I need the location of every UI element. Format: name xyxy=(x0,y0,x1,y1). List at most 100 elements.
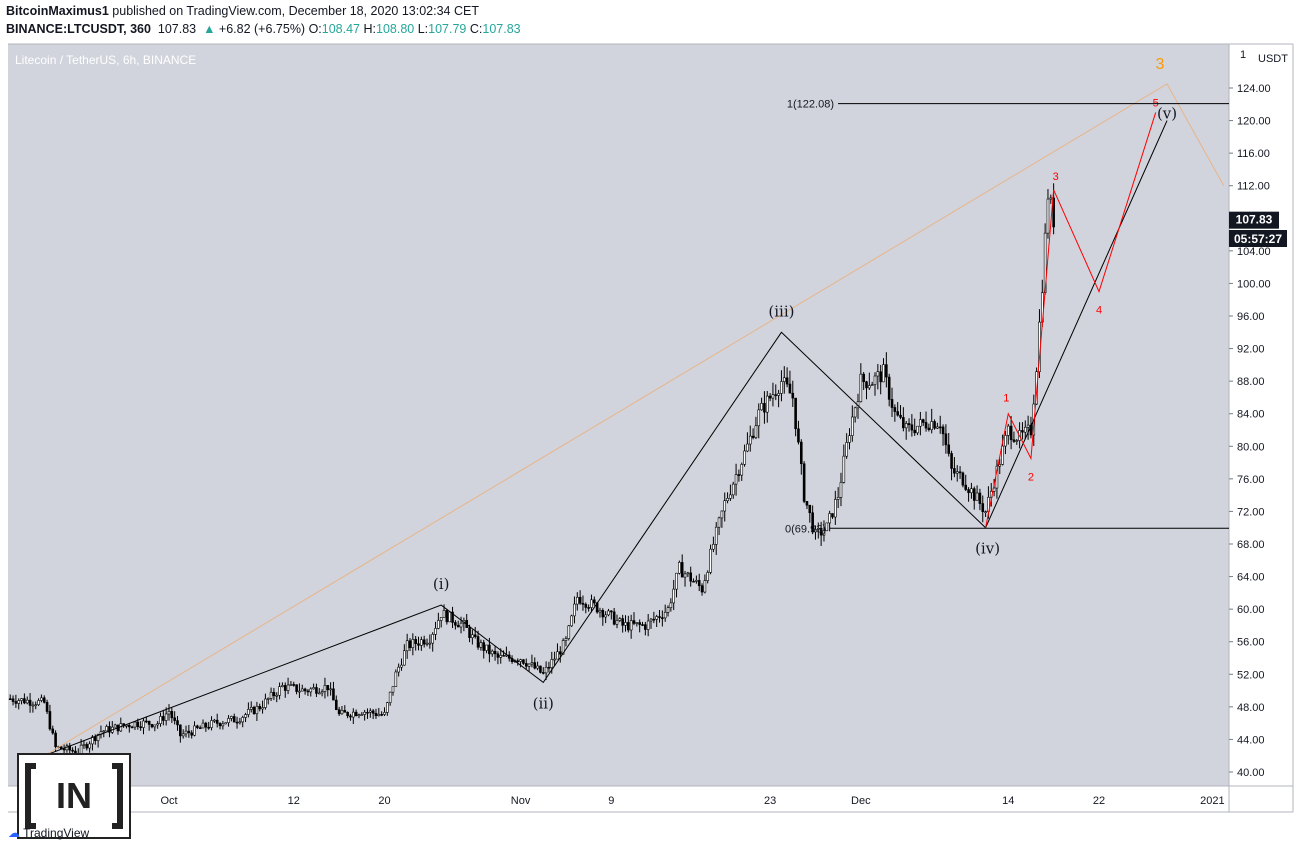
candle-body xyxy=(663,612,667,619)
candle-body xyxy=(947,444,951,454)
candle-body xyxy=(587,607,590,609)
candle-body xyxy=(533,662,537,669)
candle-body xyxy=(680,562,684,578)
symbol-label: BINANCE:LTCUSDT, 360 xyxy=(6,22,151,36)
candle-body xyxy=(661,617,664,619)
candle-body xyxy=(1021,430,1024,433)
candle-body xyxy=(445,610,449,623)
candle-body xyxy=(697,580,701,587)
y-tick-label: 120.00 xyxy=(1237,116,1271,128)
candle-body xyxy=(139,726,142,728)
candle-body xyxy=(48,711,52,730)
axis-top-label: 1 xyxy=(1240,49,1246,61)
candle-body xyxy=(964,484,968,490)
candle-body xyxy=(655,616,658,620)
candle-body xyxy=(249,707,253,710)
candle-body xyxy=(890,399,894,408)
candle-body xyxy=(802,463,806,502)
candle-body xyxy=(615,620,619,625)
close-label: C: xyxy=(469,22,483,36)
candle-body xyxy=(156,723,159,726)
candle-body xyxy=(590,599,593,608)
candle-body xyxy=(601,610,605,618)
candle-body xyxy=(315,687,318,694)
candle-body xyxy=(904,423,908,429)
candle-body xyxy=(805,501,809,506)
candle-body xyxy=(292,684,296,686)
candle-body xyxy=(712,544,715,550)
candle-body xyxy=(581,603,585,605)
candle-body xyxy=(1046,198,1050,234)
minor-wave-path xyxy=(985,112,1157,528)
candle-body xyxy=(544,666,548,674)
candle-body xyxy=(8,698,12,701)
candle-body xyxy=(1006,425,1010,436)
candle-body xyxy=(476,636,480,648)
candle-body xyxy=(102,730,106,733)
candle-body xyxy=(408,640,412,649)
candle-body xyxy=(207,726,210,729)
candle-body xyxy=(162,716,165,721)
y-tick-label: 60.00 xyxy=(1237,604,1265,616)
candle-body xyxy=(700,585,704,593)
candle-body xyxy=(930,421,934,430)
candle-body xyxy=(768,395,772,399)
candle-body xyxy=(346,712,349,717)
candle-body xyxy=(558,651,562,655)
candle-body xyxy=(751,435,755,438)
price-axis[interactable] xyxy=(1229,44,1293,786)
publish-line: BitcoinMaximus1 published on TradingView… xyxy=(6,4,479,18)
candle-body xyxy=(627,622,630,631)
candle-body xyxy=(816,527,820,530)
candle-body xyxy=(981,503,985,513)
candle-body xyxy=(388,691,392,703)
candle-body xyxy=(754,425,758,438)
candle-body xyxy=(34,704,38,707)
candle-body xyxy=(536,665,539,669)
candle-body xyxy=(179,724,182,737)
author-name[interactable]: BitcoinMaximus1 xyxy=(6,4,109,18)
candle-body xyxy=(799,441,803,465)
candle-body xyxy=(130,726,134,729)
candle-body xyxy=(28,699,32,706)
candle-body xyxy=(527,663,531,667)
candle-body xyxy=(794,397,797,430)
candle-body xyxy=(573,603,576,617)
high-value: 108.80 xyxy=(376,22,415,36)
y-tick-label: 52.00 xyxy=(1237,669,1265,681)
candle-body xyxy=(93,736,97,741)
up-arrow-icon: ▲ xyxy=(203,22,216,36)
beincrypto-logo: IN xyxy=(17,753,131,839)
candle-body xyxy=(230,716,233,719)
candle-body xyxy=(332,688,335,701)
change-value: +6.82 (+6.75%) xyxy=(218,22,306,36)
open-value: 108.47 xyxy=(321,22,361,36)
candle-body xyxy=(746,443,749,452)
minor-wave-label: 3 xyxy=(1053,171,1059,183)
plot-area[interactable] xyxy=(8,44,1229,786)
y-tick-label: 72.00 xyxy=(1237,506,1265,518)
candle-body xyxy=(204,722,208,728)
candle-body xyxy=(1001,445,1004,465)
candle-body xyxy=(763,403,766,413)
candle-body xyxy=(567,625,571,639)
candle-body xyxy=(417,643,420,646)
candle-body xyxy=(187,730,191,734)
candle-body xyxy=(868,385,871,389)
candle-body xyxy=(686,572,690,575)
candle-body xyxy=(366,711,369,714)
candle-body xyxy=(845,442,848,457)
tradingview-brand[interactable]: ☁ TradingView xyxy=(8,826,89,840)
candle-body xyxy=(553,658,556,661)
major-wave-label: (i) xyxy=(433,575,450,593)
candle-body xyxy=(771,394,775,399)
candle-body xyxy=(819,527,823,536)
candle-body xyxy=(309,688,313,693)
y-tick-label: 104.00 xyxy=(1237,246,1271,258)
candle-body xyxy=(743,450,746,465)
candle-body xyxy=(176,720,179,726)
x-tick-label: 9 xyxy=(608,795,614,807)
candle-body xyxy=(323,685,327,692)
candle-body xyxy=(1052,197,1055,228)
